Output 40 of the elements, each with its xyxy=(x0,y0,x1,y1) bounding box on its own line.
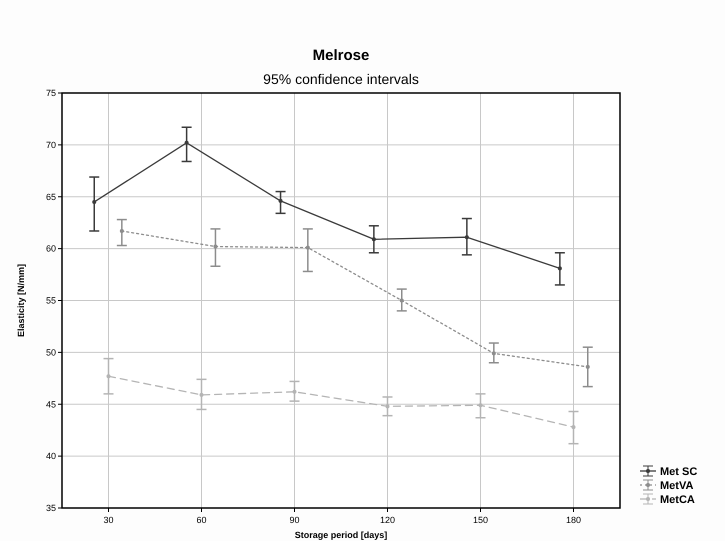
x-tick-label: 30 xyxy=(103,515,114,525)
legend-label: Met SC xyxy=(660,466,698,478)
x-tick-label: 150 xyxy=(472,515,488,525)
point xyxy=(492,351,496,356)
y-tick-label: 35 xyxy=(46,503,56,513)
point xyxy=(464,235,469,240)
point xyxy=(200,392,204,397)
point xyxy=(292,390,296,394)
y-tick-label: 70 xyxy=(46,140,56,150)
y-tick-label: 50 xyxy=(46,347,56,358)
point xyxy=(184,140,189,145)
point xyxy=(306,246,310,250)
point xyxy=(120,228,124,233)
point xyxy=(572,425,576,430)
legend-label: MetVA xyxy=(660,480,694,492)
y-tick-label: 55 xyxy=(46,296,56,306)
y-tick-label: 60 xyxy=(46,244,56,254)
legend-label: MetCA xyxy=(660,494,695,506)
point xyxy=(106,374,110,378)
point xyxy=(372,237,376,242)
x-tick-label: 120 xyxy=(380,515,396,525)
point xyxy=(400,298,404,302)
y-tick-label: 65 xyxy=(46,192,56,202)
point xyxy=(278,198,283,203)
chart-title: Melrose xyxy=(312,47,370,64)
y-tick-label: 40 xyxy=(46,451,56,462)
x-tick-label: 60 xyxy=(196,515,207,525)
point xyxy=(586,364,590,369)
y-tick-label: 75 xyxy=(46,88,56,98)
point xyxy=(478,403,482,408)
x-tick-label: 90 xyxy=(289,515,300,525)
point xyxy=(386,404,390,408)
point xyxy=(558,266,562,270)
x-axis-title: Storage period [days] xyxy=(294,530,388,540)
y-axis-title: Elasticity [N/mm] xyxy=(16,264,26,338)
point xyxy=(213,244,218,249)
chart-subtitle: 95% confidence intervals xyxy=(263,71,419,87)
point xyxy=(92,200,96,204)
y-tick-label: 45 xyxy=(46,399,56,410)
x-tick-label: 180 xyxy=(566,515,582,525)
